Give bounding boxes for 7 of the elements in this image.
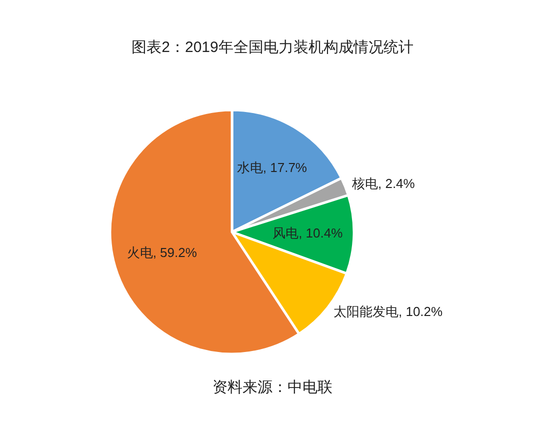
chart-title: 图表2：2019年全国电力装机构成情况统计: [132, 39, 414, 56]
slice-label: 火电, 59.2%: [126, 244, 198, 260]
text: 资料来源：中电联: [212, 379, 332, 396]
slice-label: 水电, 17.7%: [236, 160, 308, 175]
slice-label: 核电, 2.4%: [350, 176, 416, 191]
slice-label: 太阳能发电, 10.2%: [334, 304, 444, 320]
slice-label: 风电, 10.4%: [272, 226, 344, 241]
